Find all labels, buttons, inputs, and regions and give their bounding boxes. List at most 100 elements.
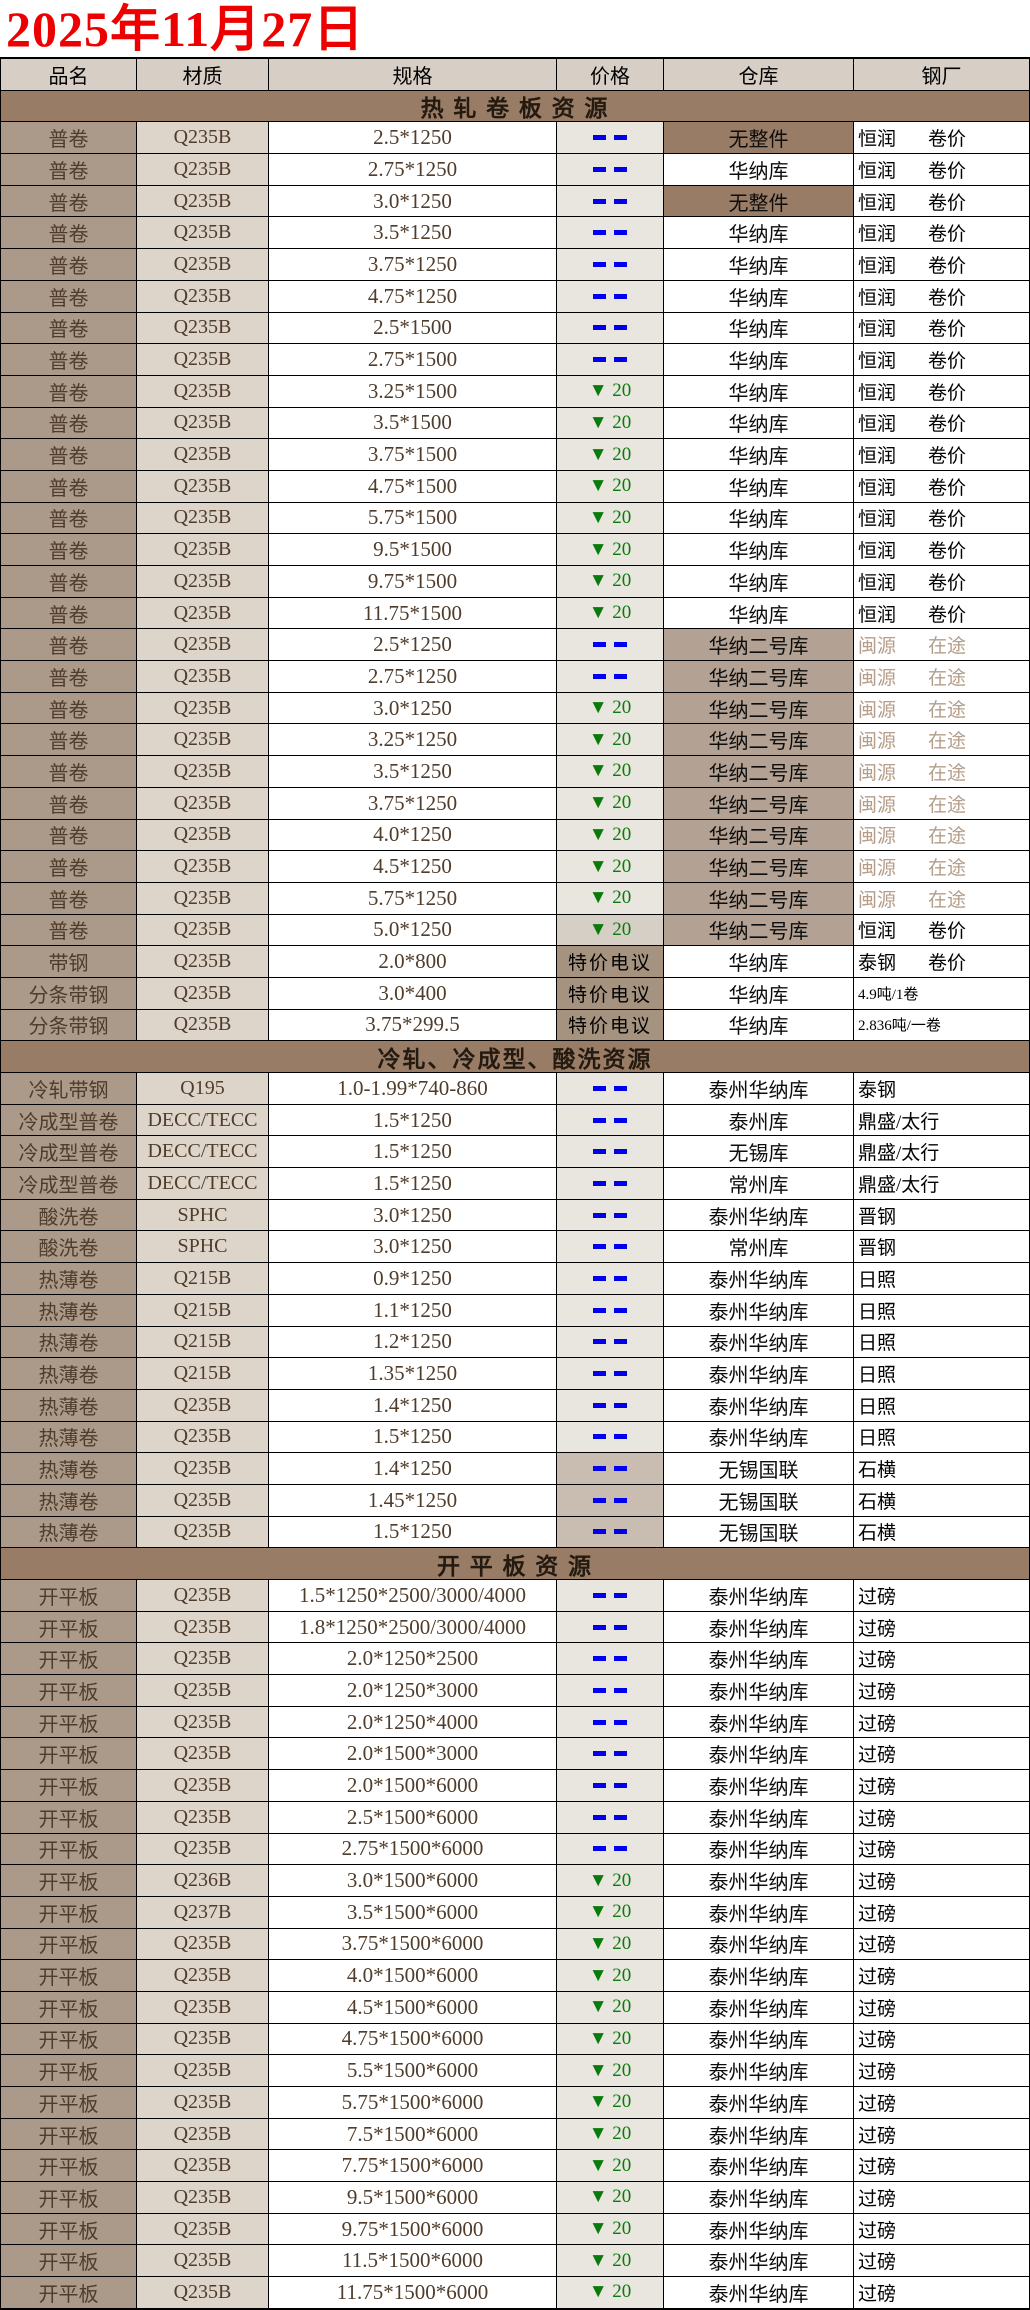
table-body: 热 轧 卷 板 资 源普卷 Q235B 2.5*1250 无整件 恒润 卷价 普卷 Q235B… — [1, 90, 1029, 2309]
price-dash-icon — [593, 1466, 606, 1472]
mill-cell: 过磅 — [854, 1991, 1029, 2023]
product-name-cell: 开平板 — [1, 1801, 137, 1833]
warehouse-cell: 华纳库 — [664, 597, 854, 629]
material-cell: Q215B — [137, 1326, 269, 1358]
product-name-cell: 开平板 — [1, 1706, 137, 1738]
warehouse-cell: 泰州华纳库 — [664, 2277, 854, 2308]
warehouse-cell: 华纳库 — [664, 977, 854, 1009]
spec-cell: 9.5*1500 — [269, 534, 557, 565]
price-cell: ▼ 20 — [557, 502, 664, 534]
price-down-value: ▼ 20 — [588, 380, 632, 402]
price-cell — [557, 1358, 664, 1389]
price-dash-icon — [614, 198, 627, 204]
mill-name: 日照 — [858, 1333, 897, 1355]
mill-name: 恒润 — [858, 255, 897, 277]
material-cell: Q235B — [137, 1009, 269, 1041]
mill-name: 过磅 — [858, 2125, 897, 2147]
table-row: 普卷 Q235B 3.75*1250 华纳库 恒润 卷价 — [1, 249, 1029, 281]
warehouse-cell: 泰州华纳库 — [664, 1738, 854, 1770]
spec-cell: 7.75*1500*6000 — [269, 2150, 557, 2182]
mill-cell: 过磅 — [854, 1833, 1029, 1865]
product-name-cell: 普卷 — [1, 787, 137, 819]
mill-cell: 过磅 — [854, 1611, 1029, 1643]
column-header-warehouse: 仓库 — [664, 59, 854, 90]
warehouse-cell: 泰州华纳库 — [664, 2023, 854, 2055]
price-down-value: ▼ 20 — [588, 1901, 632, 1923]
mill-cell: 过磅 — [854, 2245, 1029, 2277]
price-down-value: ▼ 20 — [588, 1932, 632, 1954]
mill-cell: 恒润 卷价 — [854, 280, 1029, 312]
price-cell — [557, 1738, 664, 1770]
mill-cell: 恒润 卷价 — [854, 249, 1029, 280]
material-cell: Q235B — [137, 502, 269, 534]
mill-name: 闽源 — [858, 731, 897, 753]
material-cell: Q235B — [137, 851, 269, 882]
product-name-cell: 普卷 — [1, 661, 137, 692]
warehouse-cell: 泰州华纳库 — [664, 1199, 854, 1231]
price-cell: ▼ 20 — [557, 692, 664, 724]
product-name-cell: 开平板 — [1, 1770, 137, 1801]
section-header-row: 冷轧、冷成型、酸洗资源 — [1, 1041, 1029, 1073]
warehouse-cell: 华纳库 — [664, 344, 854, 375]
material-cell: Q215B — [137, 1263, 269, 1294]
table-row: 开平板 Q235B 1.8*1250*2500/3000/4000 泰州华纳库 过磅 — [1, 1611, 1029, 1644]
mill-note: 在途 — [928, 858, 967, 880]
product-name-cell: 普卷 — [1, 692, 137, 724]
price-cell: ▼ 20 — [557, 724, 664, 756]
mill-cell: 闽源 在途 — [854, 629, 1029, 661]
price-dash-icon — [614, 230, 627, 236]
column-header-price: 价格 — [557, 59, 664, 90]
warehouse-cell: 泰州华纳库 — [664, 1326, 854, 1358]
table-row: 开平板 Q235B 11.5*1500*6000 ▼ 20 泰州华纳库 过磅 — [1, 2245, 1029, 2278]
warehouse-cell: 泰州华纳库 — [664, 1073, 854, 1104]
product-name-cell: 普卷 — [1, 914, 137, 946]
warehouse-cell: 华纳二号库 — [664, 661, 854, 692]
mill-cell: 过磅 — [854, 1801, 1029, 1833]
warehouse-cell: 华纳库 — [664, 280, 854, 312]
price-cell — [557, 1516, 664, 1548]
spec-cell: 1.35*1250 — [269, 1358, 557, 1389]
mill-name: 过磅 — [858, 2188, 897, 2210]
product-name-cell: 普卷 — [1, 185, 137, 217]
table-row: 热薄卷 Q215B 1.1*1250 泰州华纳库 日照 — [1, 1294, 1029, 1327]
spec-cell: 3.75*1250 — [269, 249, 557, 280]
table-row: 普卷 Q235B 2.75*1250 华纳库 恒润 卷价 — [1, 154, 1029, 186]
spec-cell: 11.75*1500 — [269, 597, 557, 629]
spec-cell: 5.0*1250 — [269, 914, 557, 946]
mill-cell: 闽源 在途 — [854, 724, 1029, 756]
material-cell: Q235B — [137, 1991, 269, 2023]
mill-name: 闽源 — [858, 858, 897, 880]
spec-cell: 3.5*1250 — [269, 217, 557, 249]
spec-cell: 4.0*1250 — [269, 819, 557, 851]
material-cell: SPHC — [137, 1199, 269, 1231]
mill-note: 在途 — [928, 794, 967, 816]
table-row: 普卷 Q235B 2.5*1250 华纳二号库 闽源 在途 — [1, 629, 1029, 662]
product-name-cell: 开平板 — [1, 1738, 137, 1770]
price-dash-icon — [593, 1687, 606, 1693]
mill-name: 闽源 — [858, 794, 897, 816]
mill-name: 过磅 — [858, 1840, 897, 1862]
mill-note: 在途 — [928, 699, 967, 721]
material-cell: SPHC — [137, 1231, 269, 1263]
spec-cell: 2.0*1250*3000 — [269, 1675, 557, 1706]
product-name-cell: 开平板 — [1, 2055, 137, 2086]
table-row: 普卷 Q235B 2.5*1250 无整件 恒润 卷价 — [1, 122, 1029, 155]
mill-cell: 过磅 — [854, 2023, 1029, 2055]
price-dash-icon — [593, 293, 606, 299]
price-cell: ▼ 20 — [557, 407, 664, 439]
price-dash-icon — [593, 166, 606, 172]
mill-name: 鼎盛/太行 — [858, 1111, 940, 1133]
material-cell: Q235B — [137, 787, 269, 819]
price-cell — [557, 1611, 664, 1643]
mill-cell: 过磅 — [854, 1896, 1029, 1928]
warehouse-cell: 华纳二号库 — [664, 692, 854, 724]
mill-cell: 恒润 卷价 — [854, 217, 1029, 249]
price-cell — [557, 344, 664, 375]
product-name-cell: 冷成型普卷 — [1, 1136, 137, 1168]
table-row: 普卷 Q235B 2.75*1250 华纳二号库 闽源 在途 — [1, 661, 1029, 693]
table-row: 开平板 Q235B 9.75*1500*6000 ▼ 20 泰州华纳库 过磅 — [1, 2213, 1029, 2246]
price-dash-icon — [614, 1624, 627, 1630]
price-cell — [557, 217, 664, 249]
price-dash-icon — [614, 1434, 627, 1440]
material-cell: Q235B — [137, 407, 269, 439]
